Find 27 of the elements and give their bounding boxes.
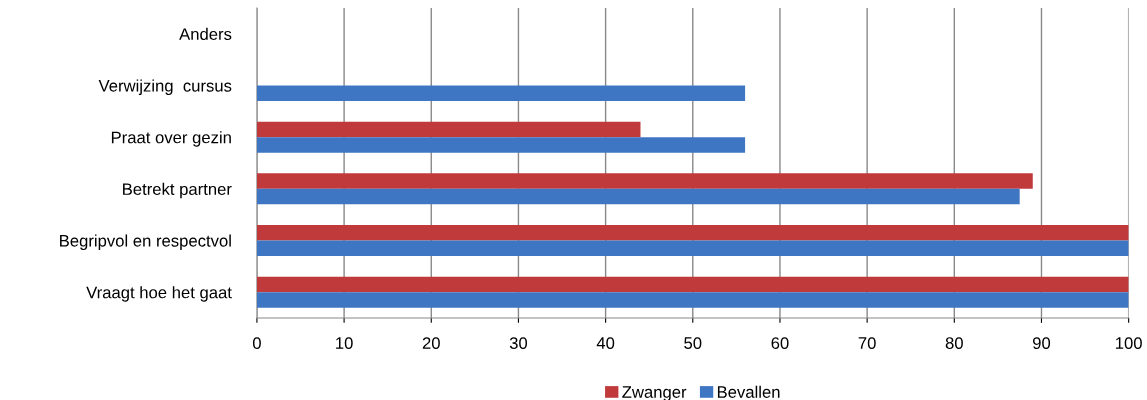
y-tick-label: Anders xyxy=(179,27,232,41)
bar xyxy=(256,240,1129,256)
x-tick-label: 60 xyxy=(771,337,789,349)
x-tick-label: 30 xyxy=(509,337,528,349)
bar xyxy=(256,188,1020,205)
x-tick-label: 10 xyxy=(336,337,353,349)
y-tick-label: Praat over gezin xyxy=(111,131,231,147)
y-tick-label: Verwijzing cursus xyxy=(98,79,232,95)
bar xyxy=(256,173,1033,189)
x-tick-label: 100 xyxy=(1116,337,1142,349)
legend-label: Bevallen xyxy=(717,385,780,398)
x-tick-label: 70 xyxy=(858,337,876,349)
x-tick-label: 20 xyxy=(422,337,440,349)
x-tick-label: 80 xyxy=(945,337,963,349)
y-tick-label: Vraagt hoe het gaat xyxy=(86,286,232,302)
x-tick-label: 0 xyxy=(252,337,261,349)
bar xyxy=(256,225,1129,241)
x-tick-label: 50 xyxy=(684,337,702,349)
bar xyxy=(256,276,1129,293)
y-tick-label: Begripvol en respectvol xyxy=(60,234,231,250)
bar xyxy=(256,85,746,101)
y-tick-label: Betrekt partner xyxy=(123,182,232,199)
bar xyxy=(256,121,641,138)
bar xyxy=(256,292,1129,308)
bar xyxy=(256,137,746,153)
x-tick-label: 90 xyxy=(1032,337,1051,349)
x-tick-label: 40 xyxy=(596,337,615,349)
